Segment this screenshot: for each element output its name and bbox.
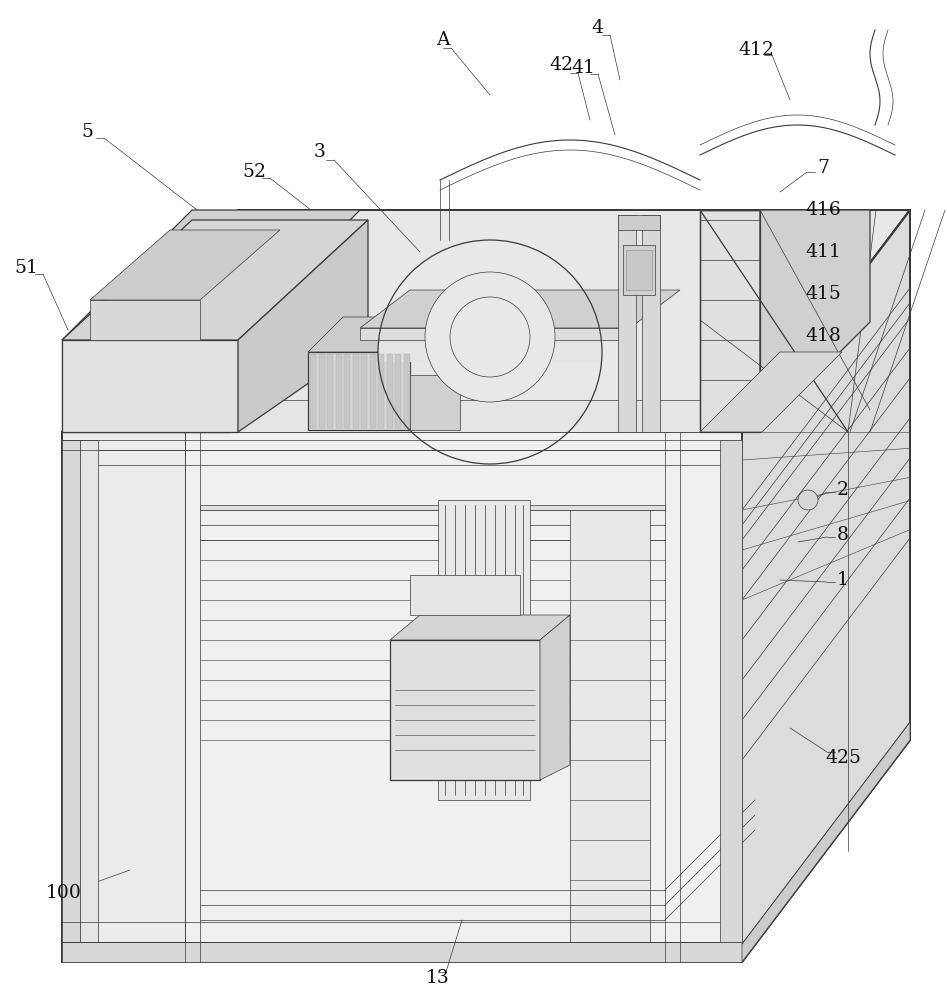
Polygon shape	[570, 510, 650, 942]
Polygon shape	[62, 220, 368, 340]
Polygon shape	[361, 354, 367, 428]
Polygon shape	[238, 220, 368, 432]
Text: 52: 52	[242, 163, 266, 181]
Polygon shape	[386, 354, 392, 428]
Text: 13: 13	[426, 969, 450, 987]
Polygon shape	[318, 354, 325, 428]
Polygon shape	[335, 354, 342, 428]
Polygon shape	[308, 317, 445, 352]
Polygon shape	[403, 354, 409, 428]
Text: 415: 415	[805, 285, 841, 303]
Polygon shape	[90, 230, 280, 300]
Polygon shape	[390, 640, 540, 780]
Polygon shape	[623, 245, 655, 295]
Polygon shape	[308, 352, 410, 430]
Text: A: A	[437, 31, 450, 49]
Polygon shape	[200, 505, 665, 510]
Bar	[80, 440, 98, 942]
Polygon shape	[62, 340, 238, 432]
Polygon shape	[62, 210, 360, 340]
Polygon shape	[410, 575, 520, 615]
Polygon shape	[700, 210, 760, 432]
Polygon shape	[62, 432, 742, 962]
Polygon shape	[618, 215, 660, 230]
Polygon shape	[378, 332, 602, 362]
Polygon shape	[310, 354, 316, 428]
Text: 42: 42	[549, 56, 573, 74]
Polygon shape	[62, 210, 910, 432]
Text: 41: 41	[571, 59, 595, 77]
Polygon shape	[352, 354, 359, 428]
Polygon shape	[438, 500, 530, 800]
Circle shape	[425, 272, 555, 402]
Text: 416: 416	[805, 201, 841, 219]
Text: 7: 7	[817, 159, 829, 177]
Text: 100: 100	[46, 884, 82, 902]
Polygon shape	[700, 352, 842, 432]
Polygon shape	[378, 354, 384, 428]
Polygon shape	[62, 400, 742, 432]
Polygon shape	[395, 354, 401, 428]
Text: 412: 412	[738, 41, 774, 59]
Text: 1: 1	[837, 571, 849, 589]
Bar	[720, 440, 742, 942]
Bar	[62, 440, 80, 942]
Polygon shape	[62, 340, 230, 432]
Polygon shape	[344, 354, 350, 428]
Text: 411: 411	[805, 243, 841, 261]
Text: 3: 3	[314, 143, 326, 161]
Polygon shape	[742, 722, 910, 962]
Polygon shape	[410, 375, 460, 430]
Text: 8: 8	[837, 526, 849, 544]
Text: 425: 425	[825, 749, 861, 767]
Polygon shape	[626, 250, 652, 290]
Polygon shape	[327, 354, 333, 428]
Polygon shape	[742, 210, 910, 962]
Polygon shape	[540, 615, 570, 780]
Text: 51: 51	[14, 259, 38, 277]
Polygon shape	[618, 215, 636, 432]
Polygon shape	[90, 300, 200, 340]
Text: 5: 5	[81, 123, 93, 141]
Polygon shape	[360, 290, 680, 328]
Polygon shape	[390, 615, 570, 640]
Polygon shape	[642, 215, 660, 432]
Bar	[62, 432, 185, 942]
Polygon shape	[360, 328, 630, 340]
Text: 4: 4	[591, 19, 603, 37]
Text: 418: 418	[805, 327, 841, 345]
Polygon shape	[369, 354, 376, 428]
Polygon shape	[760, 210, 870, 432]
Polygon shape	[62, 942, 742, 962]
Circle shape	[798, 490, 818, 510]
Text: 2: 2	[837, 481, 849, 499]
